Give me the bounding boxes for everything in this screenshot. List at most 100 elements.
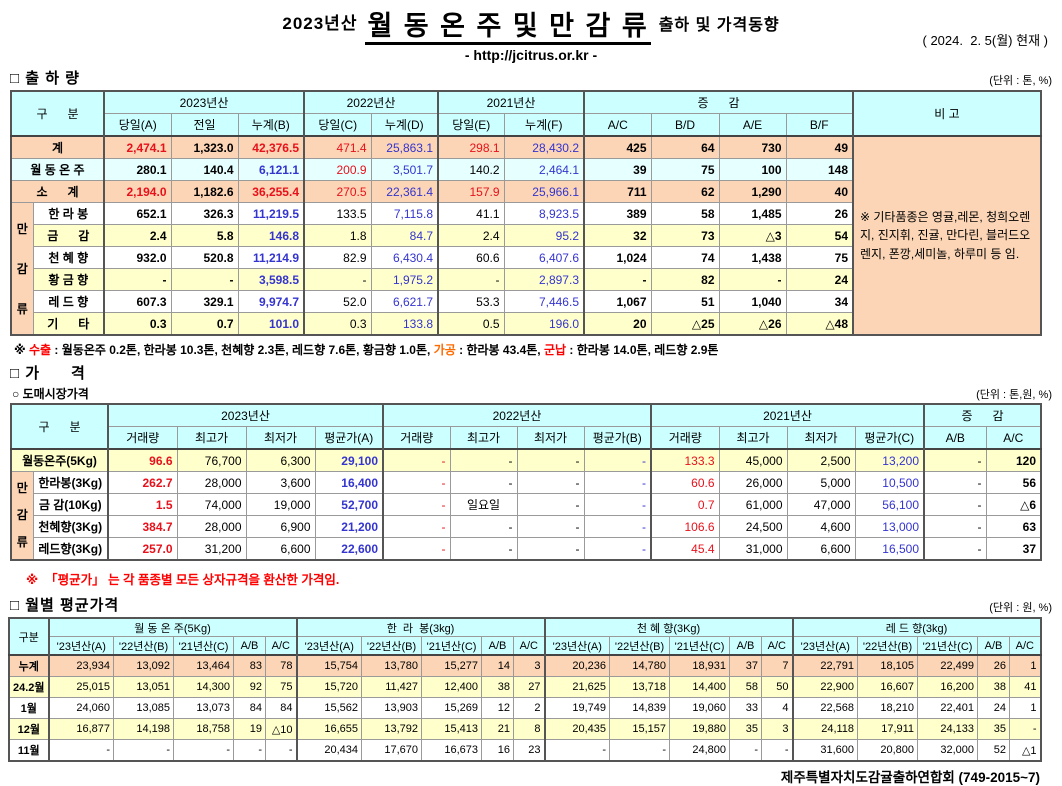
row-label: 금 감: [32, 224, 105, 247]
header-cell: 평균가(B): [583, 426, 652, 450]
group-label: 만감류: [10, 471, 34, 561]
data-cell: 1,024: [583, 246, 652, 269]
data-cell: 15,413: [421, 718, 483, 740]
header-cell: 최고가: [449, 426, 518, 450]
data-cell: 16,877: [47, 718, 115, 740]
data-cell: 76,700: [176, 448, 247, 472]
table-row: 천 혜 향 932.0 520.8 11,214.9 82.9 6,430.4 60.6 6,…: [11, 246, 1041, 269]
row-label: 한라봉(3Kg): [32, 471, 109, 494]
data-cell: 11,427: [361, 676, 423, 698]
data-cell: 389: [583, 202, 652, 225]
data-cell: -: [729, 739, 763, 762]
data-cell: 14: [481, 654, 515, 677]
data-cell: 6,600: [245, 537, 316, 561]
data-cell: 25,863.1: [370, 135, 439, 159]
data-cell: 62: [650, 180, 720, 203]
row-label: 기 타: [32, 312, 105, 336]
header-cell: 거래량: [382, 426, 451, 450]
data-cell: 29,100: [314, 448, 384, 472]
url-link[interactable]: - http://jcitrus.or.kr -: [464, 47, 598, 63]
data-cell: 22,600: [314, 537, 384, 561]
shipment-table-body: 계 2,474.1 1,323.0 42,376.5 471.4 25,863.1 298.…: [10, 135, 1042, 336]
header-cell: 한 라 봉(3kg): [295, 617, 546, 637]
data-cell: 157.9: [437, 180, 505, 203]
price-section-title: □ 가 격: [10, 365, 86, 382]
data-cell: 2: [513, 697, 546, 719]
data-cell: -: [173, 739, 235, 762]
data-cell: 1,485: [718, 202, 787, 225]
data-cell: 22,900: [791, 676, 859, 698]
shipment-unit-note: (단위 : 톤, %): [989, 75, 1052, 87]
header-row: 당일(A) 전일 누계(B) 당일(C) 누계(D) 당일(E) 누계(F) A/C B/D A/…: [11, 113, 1041, 137]
data-cell: 20: [583, 312, 652, 336]
data-cell: -: [382, 448, 451, 472]
header-cell: '23년산(A): [543, 636, 611, 656]
data-cell: -: [303, 268, 372, 291]
data-cell: 18,931: [669, 654, 731, 677]
data-cell: 19,000: [245, 493, 316, 516]
row-label: 누계: [8, 654, 50, 677]
data-cell: 13,780: [361, 654, 423, 677]
header-cell: 누계(D): [370, 113, 439, 137]
footnote-part: : 한라봉 43.4톤,: [455, 343, 544, 357]
publisher-footer: 제주특별자치도감귤출하연합회 (749-2015~7): [780, 770, 1040, 785]
footnote-part: 수출: [29, 343, 52, 357]
data-cell: -: [170, 268, 239, 291]
data-cell: 200.9: [303, 158, 372, 181]
header-cell: 2021년산: [437, 90, 585, 114]
data-cell: -: [583, 537, 652, 561]
data-cell: 18,105: [857, 654, 919, 677]
data-cell: 1,438: [718, 246, 787, 269]
data-cell: 13,200: [854, 448, 925, 472]
data-cell: 56: [985, 471, 1042, 494]
data-cell: 1,290: [718, 180, 787, 203]
data-cell: 384.7: [107, 515, 178, 538]
data-cell: 0.3: [303, 312, 372, 336]
title-main: 월 동 온 주 및 만 감 류: [365, 11, 651, 45]
header-cell: '21년산(C): [173, 636, 235, 656]
data-cell: -: [449, 471, 518, 494]
data-cell: -: [449, 448, 518, 472]
data-cell: 15,157: [609, 718, 671, 740]
header-row: '23년산(A) '22년산(B) '21년산(C) A/B A/C '23년산(A) '2…: [9, 636, 1042, 656]
row-label: 계: [10, 135, 105, 159]
data-cell: 92: [233, 676, 267, 698]
row-label: 11월: [8, 739, 50, 762]
data-cell: 133.3: [650, 448, 720, 472]
data-cell: △10: [265, 718, 298, 740]
header-cell: 2021년산: [650, 403, 925, 427]
data-cell: 28,430.2: [503, 135, 585, 159]
data-cell: 16,655: [295, 718, 363, 740]
header-row: 구분 월 동 온 주(5Kg) 한 라 봉(3kg) 천 혜 향(3Kg) 레 드 향(…: [8, 617, 1042, 656]
data-cell: 100: [718, 158, 787, 181]
table-row: 천혜향(3Kg) 384.7 28,000 6,900 21,200- - - -106.6 2…: [11, 515, 1042, 538]
row-label: 12월: [8, 718, 50, 740]
report-header: 2023년산 월 동 온 주 및 만 감 류 출하 및 가격동향 - http://…: [0, 0, 1062, 63]
data-cell: 2,500: [786, 448, 856, 472]
data-cell: -: [543, 739, 611, 762]
data-cell: 60.6: [650, 471, 720, 494]
data-cell: -: [761, 739, 794, 762]
header-cell: 구 분: [10, 403, 109, 450]
header-cell: A/B: [923, 426, 987, 450]
data-cell: 0.7: [170, 312, 239, 336]
data-cell: -: [609, 739, 671, 762]
header-cell: '23년산(A): [47, 636, 115, 656]
data-cell: 3: [513, 654, 546, 677]
data-cell: 16,500: [854, 537, 925, 561]
data-cell: 7,446.5: [503, 290, 585, 313]
header-cell: 레 드 향(3kg): [791, 617, 1042, 637]
row-label: 레 드 향: [32, 290, 105, 313]
data-cell: -: [47, 739, 115, 762]
data-cell: 1,323.0: [170, 135, 239, 159]
header-cell: '22년산(B): [857, 636, 919, 656]
data-cell: 22,791: [791, 654, 859, 677]
price-subsection: ○ 도매시장가격 (단위 : 톤,원, %): [12, 385, 1052, 402]
table-row: 계 2,474.1 1,323.0 42,376.5 471.4 25,863.1 298.…: [10, 135, 1042, 336]
data-cell: -: [923, 515, 987, 538]
data-cell: 41: [1009, 676, 1042, 698]
data-cell: 18,210: [857, 697, 919, 719]
table-row: 월동온주(5Kg) 96.6 76,700 6,300 29,100- - - -133.3 4…: [10, 448, 1042, 472]
header-cell: '23년산(A): [791, 636, 859, 656]
